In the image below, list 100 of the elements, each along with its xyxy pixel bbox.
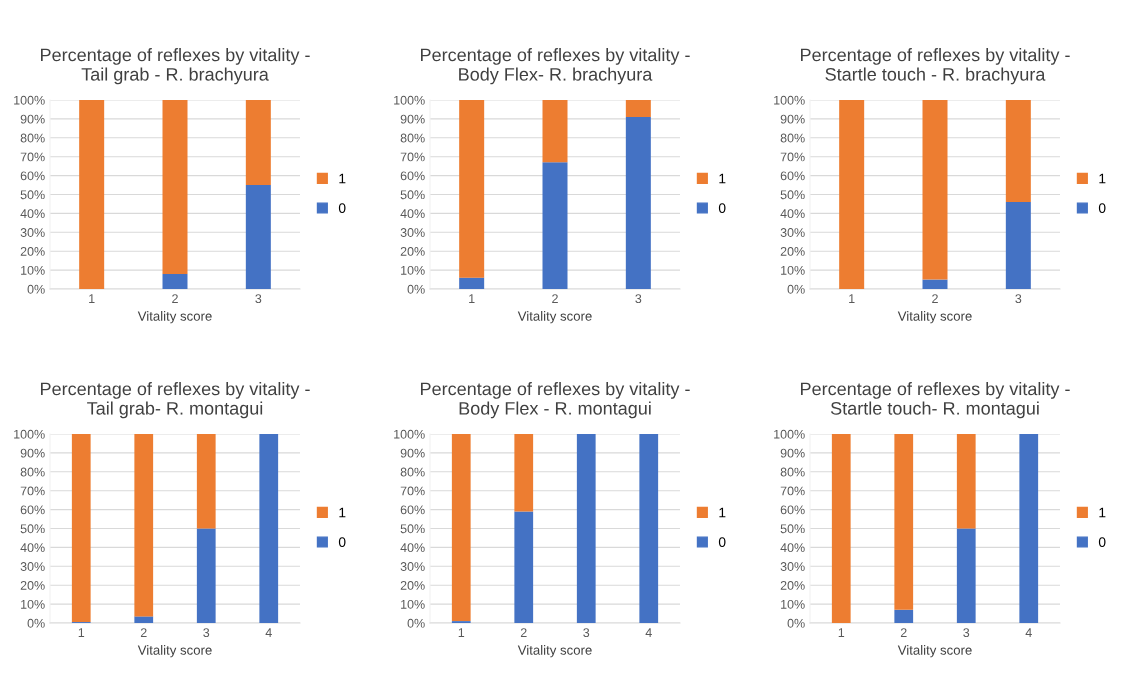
x-tick-label: 1 [849,294,855,303]
x-tick-label: 2 [932,294,938,303]
y-tick-label: 80% [20,467,45,477]
bar [1019,434,1039,623]
chart-title: Percentage of reflexes by vitality - Body Flex - R. montagui [421,382,690,419]
x-tick-label: 2 [140,628,147,637]
y-tick-label: 80% [20,133,45,143]
y-tick-label: 40% [400,209,425,219]
y-tick-label: 60% [20,505,45,515]
y-tick-label: 10% [781,265,805,275]
bar [542,100,568,163]
x-tick-label: 4 [1025,628,1032,637]
bar [625,117,651,289]
legend-label: 1 [1099,507,1106,518]
y-tick-label: 50% [780,524,805,534]
bar [162,273,188,289]
x-tick-label: 3 [963,628,970,638]
y-tick-label: 100% [14,429,45,439]
y-tick-label: 30% [400,562,425,571]
legend-label: 1 [1099,173,1106,184]
bar [922,100,948,280]
y-tick-label: 30% [20,228,45,237]
x-axis-title: Vitality score [517,645,592,658]
bar [514,511,534,623]
x-tick-label: 2 [552,294,558,303]
y-tick-label: 50% [20,190,45,200]
legend-label: 0 [1098,203,1106,214]
x-tick-label: 4 [645,628,652,637]
y-tick-label: 90% [780,114,805,124]
y-tick-label: 80% [400,467,425,477]
y-tick-label: 30% [20,562,45,571]
y-tick-label: 100% [394,429,425,439]
bar [196,434,216,529]
x-tick-label: 2 [900,628,907,637]
chart-title: Percentage of reflexes by vitality - Body Flex- R. brachyura [421,48,690,85]
x-tick-label: 3 [583,628,590,638]
y-tick-label: 70% [20,486,45,496]
y-tick-label: 0% [787,284,805,294]
bar [894,434,914,610]
x-axis-title: Vitality score [517,311,592,324]
legend-label: 1 [719,507,726,518]
y-tick-label: 0% [27,618,45,628]
y-tick-label: 10% [21,265,45,275]
x-axis-title: Vitality score [897,311,972,324]
y-tick-label: 90% [20,448,45,458]
legend-label: 0 [718,203,726,214]
x-tick-label: 1 [89,294,95,303]
legend-label: 0 [1098,537,1106,548]
y-tick-label: 90% [780,448,805,458]
bar [459,277,485,289]
y-tick-label: 10% [401,599,425,609]
bar [576,434,596,623]
y-tick-label: 100% [394,95,425,105]
chart-title: Percentage of reflexes by vitality - Tail grab - R. brachyura [41,48,310,85]
y-tick-label: 50% [780,190,805,200]
bar [956,434,976,529]
x-tick-label: 1 [469,294,475,303]
bar [459,100,485,278]
y-tick-label: 70% [780,152,805,162]
legend-label: 1 [339,507,346,518]
y-tick-label: 20% [400,247,425,256]
y-tick-label: 10% [21,599,45,609]
y-tick-label: 30% [780,562,805,571]
y-tick-label: 20% [20,581,45,590]
y-tick-label: 70% [400,486,425,496]
y-tick-label: 30% [780,228,805,237]
y-tick-label: 70% [20,152,45,162]
bar [839,100,865,289]
bar [162,100,188,274]
legend-label: 0 [338,537,346,548]
y-tick-label: 20% [780,247,805,256]
y-tick-label: 40% [20,543,45,553]
y-tick-label: 40% [400,543,425,553]
y-tick-label: 80% [780,133,805,143]
bar [639,434,659,623]
x-tick-label: 3 [1015,294,1022,304]
bar [79,100,105,289]
y-tick-label: 60% [780,505,805,515]
bar [1005,202,1031,289]
y-tick-label: 80% [780,467,805,477]
y-tick-label: 10% [401,265,425,275]
y-tick-label: 70% [780,486,805,496]
y-tick-label: 40% [780,543,805,553]
y-tick-label: 20% [780,581,805,590]
bar [196,528,216,623]
bar [922,279,948,289]
y-tick-label: 50% [400,190,425,200]
y-tick-label: 90% [400,114,425,124]
x-tick-label: 4 [265,628,272,637]
y-tick-label: 20% [20,247,45,256]
y-tick-label: 0% [27,284,45,294]
bar [625,100,651,118]
y-tick-label: 0% [407,618,425,628]
y-tick-label: 90% [400,448,425,458]
y-tick-label: 70% [400,152,425,162]
bar [71,434,91,623]
bar [1005,100,1031,203]
y-tick-label: 20% [400,581,425,590]
bar [134,616,154,623]
bar [451,434,471,622]
